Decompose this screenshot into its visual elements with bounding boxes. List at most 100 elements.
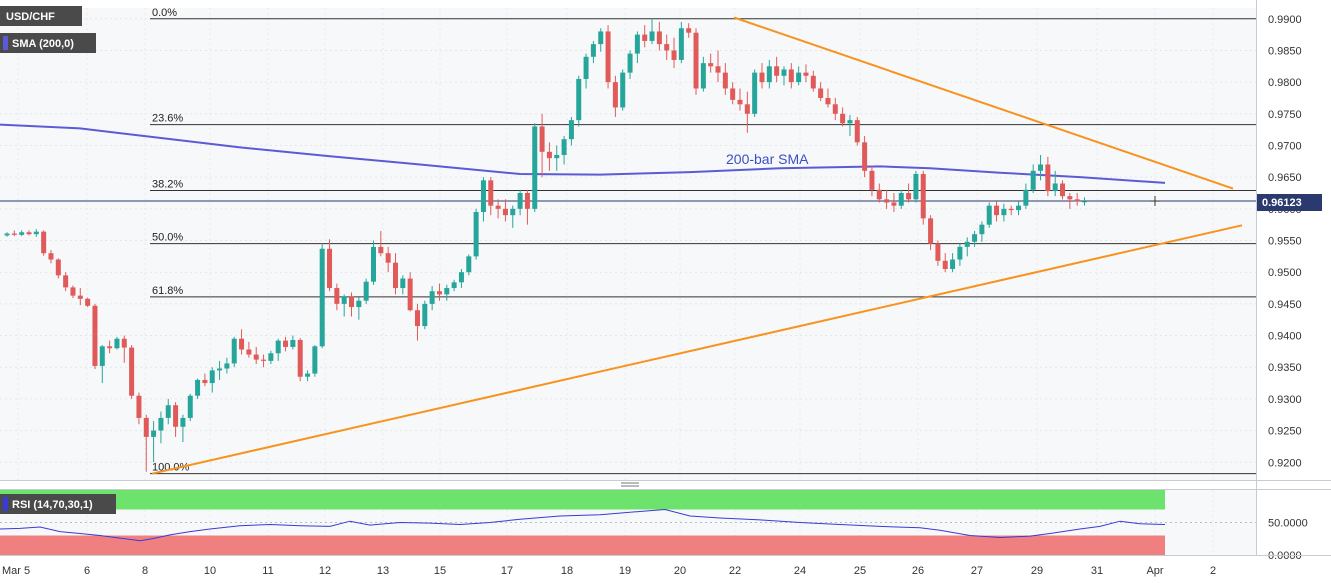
candle [319, 243, 325, 349]
candle [77, 288, 83, 306]
candle-body [107, 346, 113, 349]
candle [290, 335, 296, 350]
candle [334, 283, 340, 311]
candle-body [986, 205, 992, 225]
x-tick-label: 13 [377, 565, 389, 577]
fibonacci-levels: 0.0%23.6%38.2%50.0%61.8%100.0% [0, 7, 1256, 475]
candle [70, 285, 76, 299]
candle-body [1074, 199, 1080, 202]
candle-body [378, 246, 384, 254]
candle-body [488, 180, 494, 206]
candle [11, 230, 17, 237]
candle-body [451, 282, 457, 289]
candle-body [810, 75, 816, 89]
candle-body [246, 349, 252, 355]
panel-splitter-handle[interactable] [620, 481, 640, 487]
candle [1008, 205, 1014, 216]
candle-body [261, 359, 267, 361]
candle-body [63, 275, 69, 288]
candle-body [517, 192, 523, 209]
candle [1067, 192, 1073, 209]
candle [297, 338, 303, 382]
candle [458, 269, 464, 289]
candle [796, 66, 802, 86]
candle-body [913, 173, 919, 200]
candle [693, 28, 699, 95]
candle [671, 37, 677, 69]
candle-body [158, 417, 164, 431]
y-tick-label: 0.9250 [1268, 426, 1302, 438]
candle-body [436, 291, 442, 295]
candle [957, 243, 963, 266]
candle-body [554, 154, 560, 159]
candle-body [737, 99, 743, 105]
candle-body [979, 224, 985, 235]
candle [568, 116, 574, 146]
x-tick-label: 15 [434, 565, 446, 577]
candle-body [334, 288, 340, 304]
candle [356, 297, 362, 320]
candle-body [414, 310, 420, 327]
candle-body [407, 278, 413, 311]
candle-body [1030, 170, 1036, 190]
candle-body [327, 248, 333, 289]
fib-level-label: 50.0% [152, 232, 183, 244]
candle [312, 345, 318, 377]
candle-body [744, 104, 750, 114]
candle-body [605, 31, 611, 83]
candle [1082, 197, 1088, 206]
candle-body [356, 300, 362, 308]
candle [605, 25, 611, 89]
candle-body [180, 417, 186, 427]
candle-body [224, 363, 230, 369]
candle [869, 165, 875, 197]
y-tick-label: 0.9750 [1268, 109, 1302, 121]
candle [1045, 156, 1051, 197]
candle-body [664, 44, 670, 51]
candle [488, 177, 494, 216]
y-tick-label: 0.9900 [1268, 14, 1302, 26]
candle [730, 82, 736, 105]
x-tick-label: 19 [619, 565, 631, 577]
candle-body [759, 72, 765, 83]
candle [744, 91, 750, 133]
candle [283, 336, 289, 352]
candle [972, 231, 978, 247]
y-tick-label: 0.9350 [1268, 362, 1302, 374]
candle [92, 303, 98, 370]
x-tick-label: 2 [1210, 565, 1216, 577]
candle [832, 97, 838, 121]
overlay: USD/CHF SMA (200,0) 200-bar SMA RSI (14,… [0, 6, 1322, 514]
x-tick-label: 10 [204, 565, 216, 577]
candle [524, 189, 530, 225]
candle [642, 25, 648, 48]
y-tick-label: 0.9650 [1268, 172, 1302, 184]
sma-200-line [0, 123, 1166, 184]
candle-body [510, 208, 516, 216]
candle-body [4, 233, 10, 236]
candle-body [620, 72, 626, 108]
candle-body [129, 347, 135, 396]
candle-body [561, 139, 567, 155]
candle [231, 336, 237, 368]
candle-body [151, 430, 157, 437]
candle [400, 275, 406, 295]
candle-body [466, 256, 472, 273]
candle-body [33, 231, 39, 235]
candle [759, 63, 765, 89]
candle [774, 56, 780, 83]
candle-body [217, 368, 223, 371]
candle-body [671, 50, 677, 60]
candle-body [444, 288, 450, 295]
candle [451, 279, 457, 292]
candle [818, 82, 824, 102]
symbol-legend-bg [0, 6, 82, 26]
candle-body [876, 189, 882, 200]
candle [165, 398, 171, 425]
candle [884, 189, 890, 209]
candle [268, 350, 274, 365]
sma-legend-swatch [3, 36, 8, 50]
candle-body [290, 339, 296, 347]
